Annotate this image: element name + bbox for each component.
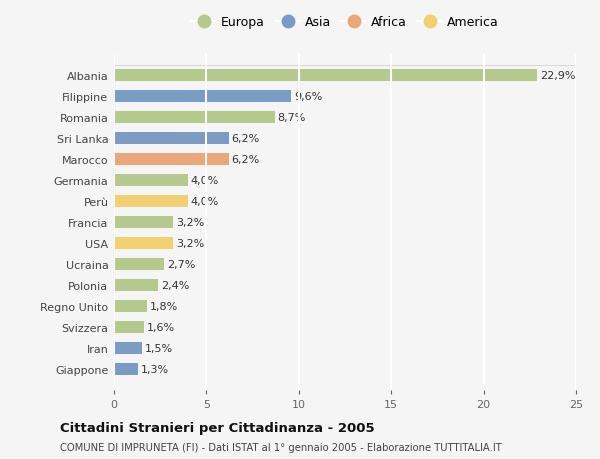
Text: 6,2%: 6,2% bbox=[232, 155, 260, 165]
Text: 1,5%: 1,5% bbox=[145, 343, 173, 353]
Bar bbox=[114, 364, 138, 375]
Text: 1,8%: 1,8% bbox=[150, 302, 178, 311]
Text: Cittadini Stranieri per Cittadinanza - 2005: Cittadini Stranieri per Cittadinanza - 2… bbox=[60, 421, 374, 434]
Bar bbox=[114, 280, 158, 291]
Bar bbox=[114, 196, 188, 207]
Bar bbox=[114, 322, 143, 333]
Bar bbox=[114, 342, 142, 354]
Bar bbox=[114, 133, 229, 145]
Text: 8,7%: 8,7% bbox=[278, 113, 306, 123]
Text: 4,0%: 4,0% bbox=[191, 197, 219, 207]
Text: 4,0%: 4,0% bbox=[191, 176, 219, 186]
Bar bbox=[114, 259, 164, 270]
Text: 1,6%: 1,6% bbox=[146, 322, 175, 332]
Text: COMUNE DI IMPRUNETA (FI) - Dati ISTAT al 1° gennaio 2005 - Elaborazione TUTTITAL: COMUNE DI IMPRUNETA (FI) - Dati ISTAT al… bbox=[60, 442, 502, 452]
Bar bbox=[114, 175, 188, 186]
Bar bbox=[114, 154, 229, 166]
Text: 2,7%: 2,7% bbox=[167, 259, 195, 269]
Text: 1,3%: 1,3% bbox=[141, 364, 169, 374]
Legend: Europa, Asia, Africa, America: Europa, Asia, Africa, America bbox=[186, 11, 504, 34]
Text: 6,2%: 6,2% bbox=[232, 134, 260, 144]
Text: 3,2%: 3,2% bbox=[176, 218, 204, 228]
Text: 22,9%: 22,9% bbox=[540, 71, 575, 81]
Bar bbox=[114, 70, 537, 82]
Bar bbox=[114, 301, 147, 312]
Bar bbox=[114, 112, 275, 123]
Bar bbox=[114, 217, 173, 229]
Bar bbox=[114, 238, 173, 249]
Text: 9,6%: 9,6% bbox=[294, 92, 322, 102]
Text: 3,2%: 3,2% bbox=[176, 239, 204, 248]
Bar bbox=[114, 91, 292, 103]
Text: 2,4%: 2,4% bbox=[161, 280, 190, 291]
